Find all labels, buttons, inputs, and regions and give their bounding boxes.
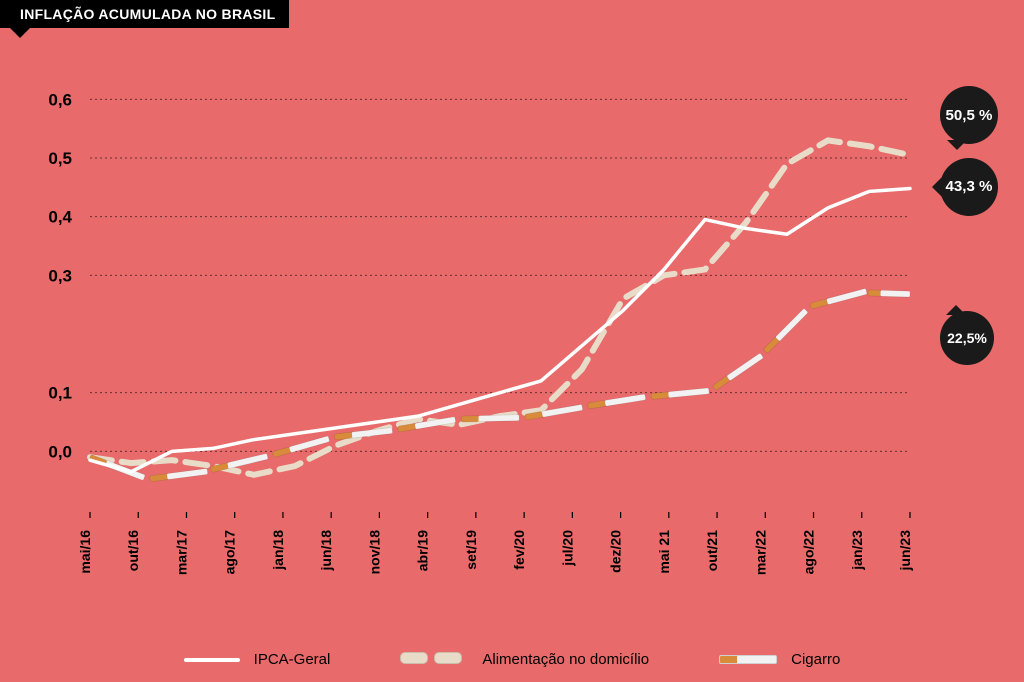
svg-text:jun/18: jun/18 — [318, 530, 334, 572]
callout-tail-icon — [946, 305, 966, 315]
callout-cigarro: 22,5% — [940, 311, 994, 365]
svg-text:mai 21: mai 21 — [656, 530, 672, 574]
svg-text:ago/17: ago/17 — [222, 530, 238, 575]
callout-cigarro-value: 22,5% — [940, 311, 994, 365]
svg-text:out/16: out/16 — [125, 530, 141, 571]
title-wrap: INFLAÇÃO ACUMULADA NO BRASIL — [0, 0, 289, 38]
callout-alimentacao-value: 50,5 % — [940, 86, 998, 144]
svg-text:0,3: 0,3 — [48, 266, 72, 285]
legend-label-cigarro: Cigarro — [791, 651, 840, 668]
svg-text:mai/16: mai/16 — [77, 530, 93, 574]
chart-title: INFLAÇÃO ACUMULADA NO BRASIL — [0, 0, 289, 28]
svg-text:0,5: 0,5 — [48, 149, 72, 168]
callout-tail-icon — [932, 177, 942, 197]
svg-text:jan/18: jan/18 — [270, 530, 286, 571]
callout-alimentacao: 50,5 % — [940, 86, 998, 144]
svg-text:mar/22: mar/22 — [752, 530, 768, 575]
svg-text:jan/23: jan/23 — [849, 530, 865, 571]
svg-text:0,0: 0,0 — [48, 442, 72, 461]
title-notch-icon — [10, 28, 30, 38]
svg-text:nov/18: nov/18 — [366, 530, 382, 575]
svg-text:ago/22: ago/22 — [801, 530, 817, 575]
svg-text:0,1: 0,1 — [48, 384, 72, 403]
callout-ipca-value: 43,3 % — [940, 158, 998, 216]
svg-text:set/19: set/19 — [463, 530, 479, 570]
svg-text:mar/17: mar/17 — [173, 530, 189, 575]
legend-item-cigarro: Cigarro — [719, 651, 840, 668]
callout-tail-icon — [947, 140, 967, 150]
svg-text:0,6: 0,6 — [48, 90, 72, 109]
legend-label-ipca: IPCA-Geral — [254, 651, 331, 668]
svg-text:jul/20: jul/20 — [559, 530, 575, 567]
legend-item-ipca: IPCA-Geral — [184, 651, 331, 668]
svg-text:abr/19: abr/19 — [415, 530, 431, 571]
svg-text:jun/23: jun/23 — [897, 530, 913, 572]
plot-area: 0,00,10,30,40,50,6mai/16out/16mar/17ago/… — [90, 60, 920, 580]
legend-swatch-ipca — [184, 658, 240, 662]
legend-swatch-cigarro — [719, 651, 777, 668]
legend: IPCA-Geral Alimentação no domicílio Ciga… — [0, 651, 1024, 668]
callout-ipca: 43,3 % — [940, 158, 998, 216]
legend-swatch-alimentacao — [400, 651, 468, 668]
svg-text:fev/20: fev/20 — [511, 530, 527, 570]
legend-item-alimentacao: Alimentação no domicílio — [400, 651, 649, 668]
chart-root: INFLAÇÃO ACUMULADA NO BRASIL 0,0 0,1 0,3 0,… — [0, 0, 1024, 682]
svg-text:out/21: out/21 — [704, 530, 720, 571]
legend-label-alimentacao: Alimentação no domicílio — [482, 651, 649, 668]
svg-text:0,4: 0,4 — [48, 208, 72, 227]
svg-text:dez/20: dez/20 — [608, 530, 624, 573]
